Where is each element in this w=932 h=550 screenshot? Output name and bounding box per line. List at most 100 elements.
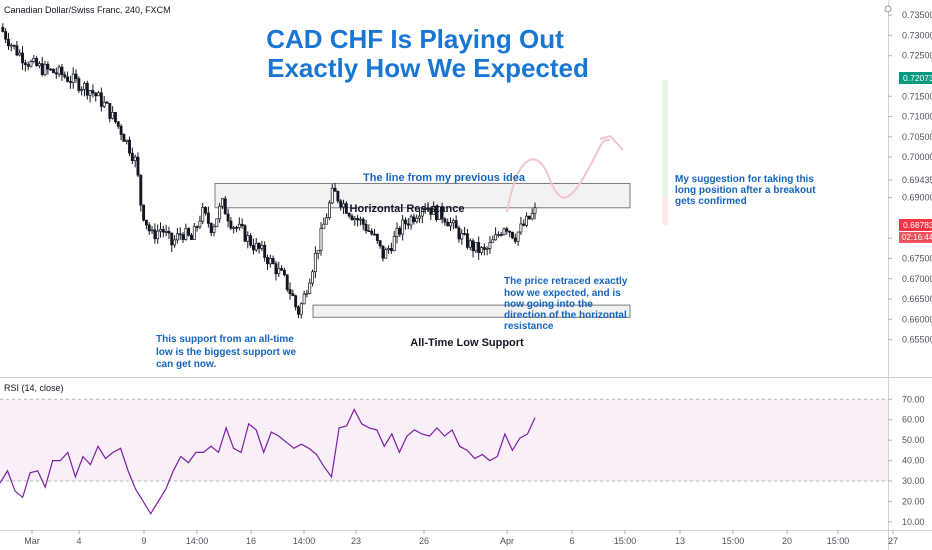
candle-body bbox=[437, 206, 441, 220]
candle-body bbox=[454, 220, 458, 229]
candle-body bbox=[392, 236, 396, 252]
time-axis[interactable]: Mar 4 9 14:00 16 14:00 23 26 Apr 6 15:00 13 15:00 20 1… bbox=[24, 530, 898, 546]
candle-body bbox=[102, 101, 106, 107]
candle-body bbox=[9, 44, 13, 47]
candle-body bbox=[159, 229, 162, 232]
candle-body bbox=[215, 218, 219, 228]
candle-body bbox=[12, 44, 16, 47]
candle-body bbox=[488, 241, 492, 249]
candle-body bbox=[35, 57, 39, 67]
headline-line-1: CAD CHF Is Playing Out bbox=[266, 24, 564, 54]
support-note: This support from an all-time low is the… bbox=[156, 334, 299, 370]
candle-body bbox=[344, 203, 348, 214]
candle-body bbox=[6, 38, 10, 47]
candle-body bbox=[201, 207, 205, 222]
price-tick-label: 0.69435 bbox=[902, 175, 932, 185]
candle-body bbox=[184, 228, 188, 240]
price-tick-label: 0.73000 bbox=[902, 30, 932, 40]
candle-body bbox=[190, 234, 193, 240]
candle-body bbox=[420, 208, 424, 217]
long-position-target-area[interactable] bbox=[662, 80, 668, 219]
candle-body bbox=[356, 217, 360, 221]
candle-body bbox=[83, 83, 86, 90]
price-tick-label: 0.66500 bbox=[902, 294, 932, 304]
candle-body bbox=[319, 227, 323, 251]
candle-body bbox=[277, 268, 281, 275]
price-axis[interactable]: 0.73500 0.73000 0.72500 0.71500 0.71000 0.705… bbox=[888, 10, 932, 345]
candle-body bbox=[313, 252, 317, 273]
candle-body bbox=[268, 258, 272, 265]
retrace-note-line: direction of the horizontal bbox=[504, 310, 627, 321]
candle-body bbox=[361, 218, 365, 225]
candle-body bbox=[23, 62, 27, 65]
candle-body bbox=[418, 215, 422, 219]
candle-body bbox=[389, 248, 393, 252]
candle-body bbox=[333, 187, 337, 192]
candle-body bbox=[432, 205, 436, 215]
candle-body bbox=[308, 282, 312, 294]
candle-body bbox=[49, 68, 53, 71]
support-note-line: This support from an all-time bbox=[156, 334, 294, 345]
long-position-stop-area[interactable] bbox=[662, 197, 668, 225]
candle-body bbox=[429, 208, 433, 215]
candle-body bbox=[322, 223, 326, 229]
candle-body bbox=[85, 83, 89, 96]
price-tick-label: 0.72500 bbox=[902, 51, 932, 61]
candle-body bbox=[223, 198, 227, 215]
candle-body bbox=[330, 187, 334, 204]
price-tick-label: 0.70500 bbox=[902, 132, 932, 142]
retrace-note-line: how we expected, and is bbox=[504, 288, 621, 299]
candle-body bbox=[243, 225, 247, 242]
time-tick-label: 14:00 bbox=[293, 536, 316, 546]
candle-body bbox=[358, 218, 362, 221]
candle-body bbox=[412, 216, 416, 222]
candle-body bbox=[212, 226, 216, 234]
candle-body bbox=[297, 306, 300, 315]
candle-body bbox=[440, 206, 444, 220]
rsi-tick-label: 30.00 bbox=[902, 476, 925, 486]
rsi-tick-label: 70.00 bbox=[902, 394, 925, 404]
candle-body bbox=[232, 227, 236, 229]
candle-body bbox=[316, 249, 320, 254]
candle-body bbox=[220, 198, 224, 207]
candle-body bbox=[68, 81, 72, 83]
candle-body bbox=[485, 248, 489, 250]
candle-body bbox=[480, 247, 483, 254]
headline-line-2: Exactly How We Expected bbox=[267, 53, 589, 83]
candle-body bbox=[434, 205, 438, 220]
countdown-value: 02:16:44 bbox=[902, 233, 932, 242]
candle-body bbox=[15, 45, 19, 56]
price-tick-label: 0.65500 bbox=[902, 335, 932, 345]
rsi-indicator-label[interactable]: RSI (14, close) bbox=[4, 383, 64, 393]
candle-body bbox=[271, 258, 275, 265]
candle-body bbox=[40, 63, 44, 75]
time-tick-label: 15:00 bbox=[827, 536, 850, 546]
candle-body bbox=[347, 212, 351, 217]
price-tick-label: 0.71000 bbox=[902, 112, 932, 122]
candle-body bbox=[280, 268, 284, 271]
candle-body bbox=[508, 230, 512, 233]
time-tick-label: 14:00 bbox=[186, 536, 209, 546]
all-time-low-support-zone[interactable] bbox=[312, 304, 631, 318]
candle-body bbox=[111, 112, 115, 119]
candle-body bbox=[204, 207, 208, 214]
candle-body bbox=[263, 245, 267, 258]
time-tick-label: 15:00 bbox=[614, 536, 637, 546]
symbol-title[interactable]: Canadian Dollar/Swiss Franc, 240, FXCM bbox=[4, 5, 171, 15]
candle-body bbox=[282, 269, 286, 276]
candle-body bbox=[91, 90, 95, 94]
candle-body bbox=[525, 215, 529, 226]
candle-body bbox=[288, 289, 292, 295]
candle-body bbox=[66, 76, 70, 82]
previous-idea-note: The line from my previous idea bbox=[363, 172, 526, 184]
time-tick-label: 26 bbox=[419, 536, 429, 546]
candle-body bbox=[325, 217, 329, 225]
candle-body bbox=[257, 242, 261, 249]
rsi-axis[interactable]: 70.00 60.00 50.00 40.00 30.00 20.00 10.00 bbox=[888, 394, 925, 527]
suggestion-note-line: gets confirmed bbox=[675, 196, 747, 207]
candle-body bbox=[260, 245, 264, 249]
candle-body bbox=[26, 64, 30, 67]
candle-body bbox=[373, 233, 376, 236]
suggestion-note: My suggestion for taking this long posit… bbox=[675, 174, 818, 207]
